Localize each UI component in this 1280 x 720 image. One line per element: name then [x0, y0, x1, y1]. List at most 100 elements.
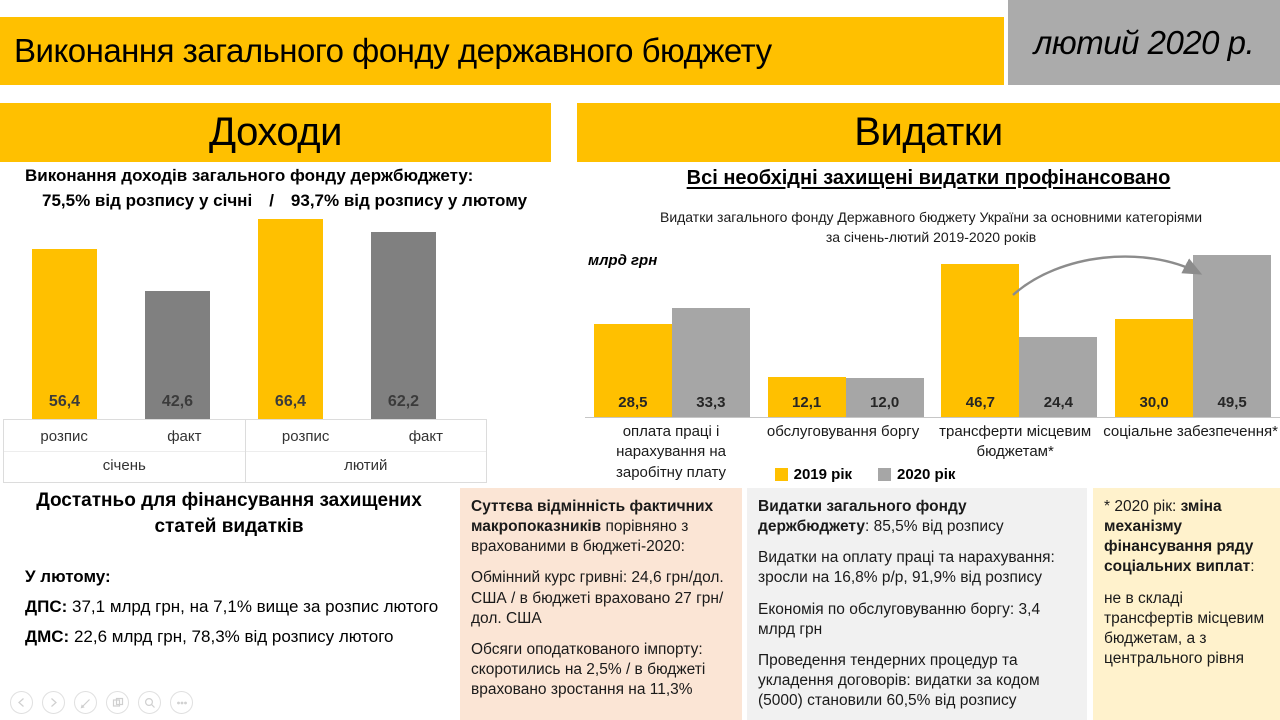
dms-line: ДМС: 22,6 млрд грн, 78,3% від розпису лю…: [25, 627, 394, 647]
dps-label: ДПС:: [25, 597, 68, 616]
axis-group-лютий: розпис факт лютий: [244, 420, 486, 482]
slide-sorter-button[interactable]: [106, 691, 129, 714]
revenue-pct-february: 93,7% від розпису у лютому: [290, 191, 528, 210]
bar-value-label: 28,5: [618, 394, 648, 411]
revenue-percentages: 75,5% від розпису у січні / 93,7% від розп…: [42, 191, 527, 211]
transfer-shift-arrow-icon: [1012, 255, 1203, 296]
social-note-pre: * 2020 рік:: [1104, 498, 1181, 515]
social-note-post: :: [1250, 558, 1255, 576]
expenditure-category-labels: оплата праці і нарахування на заробітну …: [585, 422, 1280, 483]
spending-note-p4: Проведення тендерних процедур та укладен…: [758, 651, 1040, 710]
macro-note-block: Суттєва відмінність фактичних макропоказ…: [460, 488, 742, 720]
bar-value-label: 33,3: [696, 394, 726, 411]
revenue-subtitle: Виконання доходів загального фонду держб…: [25, 166, 474, 185]
expenditure-bar-2020 рік-12,0: 12,0: [845, 378, 924, 417]
zoom-button[interactable]: [138, 691, 161, 714]
expenditure-bar-2020 рік-49,5: 49,5: [1193, 255, 1272, 417]
spending-note-lead-rest: : 85,5% від розпису: [864, 518, 1004, 536]
revenue-bar-розпис-56,4: 56,4: [32, 249, 97, 419]
next-slide-button[interactable]: [42, 691, 65, 714]
spending-note-p1: Видатки загального фонду держбюджету: 85…: [758, 497, 1076, 537]
social-note-p2: не в складі трансфертів місцевим бюджета…: [1104, 589, 1265, 667]
spending-note-lead: Видатки загального фонду держбюджету: [758, 498, 967, 536]
bar-value-label: 30,0: [1139, 394, 1169, 411]
revenue-chart-axis: розпис факт січень розпис факт лютий: [3, 419, 487, 483]
expenditure-bar-2019 рік-46,7: 46,7: [941, 264, 1020, 417]
axis-month-label: січень: [4, 451, 245, 482]
macro-note-lead-rest: порівняно з врахованими в бюджеті-2020:: [471, 518, 689, 556]
category-label: обслуговування боргу: [766, 423, 920, 440]
axis-label: розпис: [281, 428, 330, 445]
spending-note-p2: Видатки на оплату праці та нарахування: …: [758, 549, 1055, 587]
legend-label: 2019 рік: [793, 466, 852, 483]
macro-note-p3: Обсяги оподаткованого імпорту: скоротили…: [471, 640, 706, 699]
bar-value-label: 62,2: [387, 393, 420, 410]
expenditure-bar-2020 рік-24,4: 24,4: [1019, 337, 1098, 417]
revenue-bar-факт-62,2: 62,2: [371, 232, 436, 419]
social-note-bold: зміна механізму фінансування ряду соціал…: [1104, 498, 1254, 576]
more-options-button[interactable]: [170, 691, 193, 714]
date-box: лютий 2020 р.: [1008, 0, 1280, 85]
legend-item-2019 рік: 2019 рік: [774, 466, 852, 483]
expenditure-bar-2019 рік-12,1: 12,1: [767, 377, 846, 417]
axis-group-січень: розпис факт січень: [4, 420, 245, 482]
previous-slide-button[interactable]: [10, 691, 33, 714]
legend-item-2020 рік: 2020 рік: [878, 466, 955, 483]
bar-value-label: 56,4: [48, 393, 81, 410]
legend-label: 2020 рік: [897, 466, 956, 483]
spending-note-p3: Економія по обслуговуванню боргу: 3,4 мл…: [758, 600, 1041, 638]
dps-text: 37,1 млрд грн, на 7,1% вище за розпис лю…: [67, 597, 439, 616]
next-slide-icon: [51, 698, 57, 707]
axis-label: факт: [167, 428, 202, 445]
slash-separator: /: [269, 191, 274, 210]
category-label: соціальне забезпечення*: [1103, 423, 1279, 440]
previous-slide-icon: [18, 698, 24, 707]
spending-note-block: Видатки загального фонду держбюджету: 85…: [747, 488, 1087, 720]
category-label: трансферти місцевим бюджетам*: [939, 423, 1092, 461]
slideshow-controls: [10, 691, 193, 714]
bar-value-label: 24,4: [1043, 394, 1073, 411]
axis-label: розпис: [40, 428, 88, 445]
expenditure-bars-area: 28,5 33,3 12,1 12,0 46,7 24,4 30,0 49,5: [585, 249, 1280, 418]
y-axis-unit-label: млрд грн: [588, 252, 658, 269]
dps-line: ДПС: 37,1 млрд грн, на 7,1% вище за розп…: [25, 597, 438, 617]
dms-label: ДМС:: [25, 627, 70, 646]
chart-legend: 2019 рік 2020 рік: [585, 466, 1145, 483]
more-options-icon: [176, 701, 187, 704]
february-label: У лютому:: [25, 567, 111, 586]
slide-sorter-icon: [112, 697, 123, 707]
expenditure-bar-group: 12,1 12,0: [759, 249, 933, 417]
expenditure-bar-group: 46,7 24,4: [933, 249, 1107, 417]
category-label: оплата праці і нарахування на заробітну …: [615, 423, 727, 481]
pen-button[interactable]: [74, 691, 97, 714]
social-note-p1: * 2020 рік: зміна механізму фінансування…: [1104, 497, 1269, 578]
expenditure-bar-2019 рік-28,5: 28,5: [593, 324, 672, 417]
page-title: Виконання загального фонду державного бю…: [14, 32, 772, 69]
expenditure-bar-group: 30,0 49,5: [1106, 249, 1280, 417]
expenditure-banner: Видатки: [577, 103, 1280, 162]
revenue-banner: Доходи: [0, 103, 551, 162]
macro-note-p2: Обмінний курс гривні: 24,6 грн/дол. США …: [471, 569, 724, 627]
revenue-bar-chart: 56,4 42,6 66,4 62,2: [3, 219, 487, 419]
expenditure-bar-group: 28,5 33,3: [585, 249, 759, 417]
bar-value-label: 42,6: [161, 393, 194, 410]
revenue-note-title: Достатньо для фінансування захищених ста…: [36, 490, 422, 537]
bar-value-label: 12,0: [870, 394, 900, 411]
bar-value-label: 66,4: [274, 393, 307, 410]
bar-value-label: 12,1: [792, 394, 822, 411]
expenditure-heading: Всі необхідні захищені видатки профінанс…: [686, 167, 1171, 189]
axis-month-label: лютий: [245, 451, 486, 482]
zoom-icon: [144, 697, 155, 708]
bar-value-label: 49,5: [1217, 394, 1247, 411]
bar-value-label: 46,7: [965, 394, 995, 411]
axis-label: факт: [408, 428, 444, 445]
legend-swatch-icon: [878, 468, 891, 481]
revenue-pct-january: 75,5% від розпису у січні: [42, 191, 253, 210]
expenditure-chart-title-line2: за січень-лютий 2019-2020 років: [825, 229, 1037, 246]
expenditure-chart-title: Видатки загального фонду Державного бюдж…: [600, 207, 1262, 248]
expenditure-chart-title-line1: Видатки загального фонду Державного бюдж…: [659, 209, 1203, 225]
macro-note-p1: Суттєва відмінність фактичних макропоказ…: [471, 497, 731, 557]
macro-note-lead: Суттєва відмінність фактичних макропоказ…: [471, 498, 714, 536]
expenditure-bar-2019 рік-30,0: 30,0: [1115, 319, 1194, 417]
